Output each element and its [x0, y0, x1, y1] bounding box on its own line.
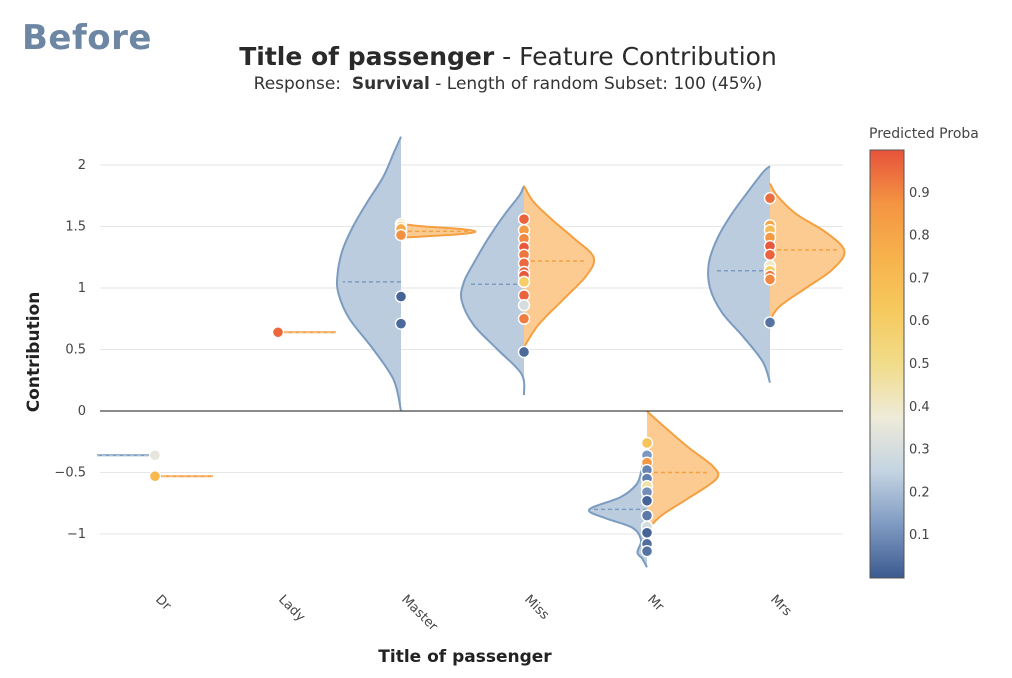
- data-point: [763, 192, 777, 205]
- subtitle-prefix: Response:: [253, 74, 352, 94]
- colorbar: Predicted Proba 0.1 0.2 0.3 0.4 0.5 0.6 0.7 0.8 0…: [869, 126, 979, 579]
- colorbar-tick-label: 0.4: [909, 400, 930, 415]
- y-tick-labels: −1 −0.5 0 0.5 1 1.5 2: [54, 158, 86, 542]
- violin-mrs-right-body: [770, 183, 845, 320]
- before-label: Before: [22, 18, 152, 58]
- x-tick-label: Miss: [521, 592, 552, 623]
- colorbar-title: Predicted Proba: [869, 126, 979, 142]
- colorbar-tick-label: 0.8: [909, 229, 930, 244]
- subtitle-response: Survival: [351, 74, 430, 94]
- data-point: [394, 290, 408, 303]
- x-tick-label: Mrs: [767, 592, 794, 619]
- y-tick-label: 1.5: [65, 220, 86, 235]
- data-point: [394, 317, 408, 330]
- violin-mrs-right-outline: [769, 182, 846, 321]
- data-point: [517, 299, 531, 312]
- y-tick-label: 0.5: [65, 343, 86, 358]
- colorbar-tick-label: 0.3: [909, 443, 930, 458]
- violin-master-right-outline: [400, 223, 477, 239]
- x-tick-labels: Dr Lady Master Miss Mr Mrs: [152, 592, 794, 634]
- data-point: [640, 526, 654, 539]
- violin-miss-left-body: [461, 185, 525, 396]
- colorbar-tick-label: 0.1: [909, 528, 930, 543]
- data-point: [640, 509, 654, 522]
- y-tick-label: 1: [78, 281, 86, 296]
- violin-mr-right-body: [647, 411, 719, 531]
- chart-subtitle: Response: Survival - Length of random Su…: [0, 74, 1012, 94]
- points-layer: [148, 192, 777, 558]
- violin-miss-right-outline: [523, 185, 596, 348]
- x-tick-label: Dr: [152, 592, 174, 614]
- colorbar-tick-label: 0.2: [909, 485, 930, 500]
- x-tick-label: Mr: [644, 592, 667, 615]
- violin-mr-right-outline: [646, 410, 720, 532]
- data-point: [517, 345, 531, 359]
- x-tick-label: Lady: [275, 592, 308, 625]
- violin-master-left-outline: [335, 136, 402, 412]
- data-point: [763, 248, 777, 261]
- y-tick-label: 2: [78, 158, 86, 173]
- y-tick-label: 0: [78, 404, 86, 419]
- violin-miss-left-outline: [460, 185, 526, 396]
- data-point: [148, 469, 162, 483]
- data-point: [148, 449, 162, 462]
- data-point: [517, 212, 531, 226]
- y-tick-label: −1: [67, 527, 86, 542]
- chart-title-rest: - Feature Contribution: [494, 42, 777, 71]
- violin-miss-right-body: [524, 185, 595, 348]
- x-tick-label: Master: [398, 592, 440, 634]
- data-point: [763, 273, 777, 286]
- data-point: [271, 326, 285, 339]
- data-point: [640, 436, 654, 450]
- y-tick-label: −0.5: [54, 466, 86, 481]
- colorbar-tick-label: 0.9: [909, 186, 930, 201]
- data-point: [517, 275, 531, 289]
- violins-layer: [97, 136, 846, 568]
- colorbar-tick-label: 0.6: [909, 314, 930, 329]
- chart-title-feature: Title of passenger: [239, 42, 495, 71]
- chart-title: Title of passenger - Feature Contributio…: [0, 42, 1012, 71]
- colorbar-tick-label: 0.7: [909, 271, 930, 286]
- data-point: [517, 312, 531, 325]
- violin-mrs-left-outline: [707, 165, 771, 384]
- colorbar-tick-label: 0.5: [909, 357, 930, 372]
- data-point: [763, 316, 777, 329]
- data-point: [394, 228, 408, 242]
- violin-mrs-left-body: [708, 166, 770, 383]
- y-axis-title: Contribution: [24, 292, 44, 413]
- x-axis-title: Title of passenger: [378, 647, 552, 667]
- violin-master-left-body: [336, 136, 401, 411]
- data-point: [640, 545, 654, 558]
- subtitle-rest: - Length of random Subset: 100 (45%): [429, 74, 763, 94]
- data-point: [640, 494, 654, 507]
- colorbar-bar: [869, 149, 905, 579]
